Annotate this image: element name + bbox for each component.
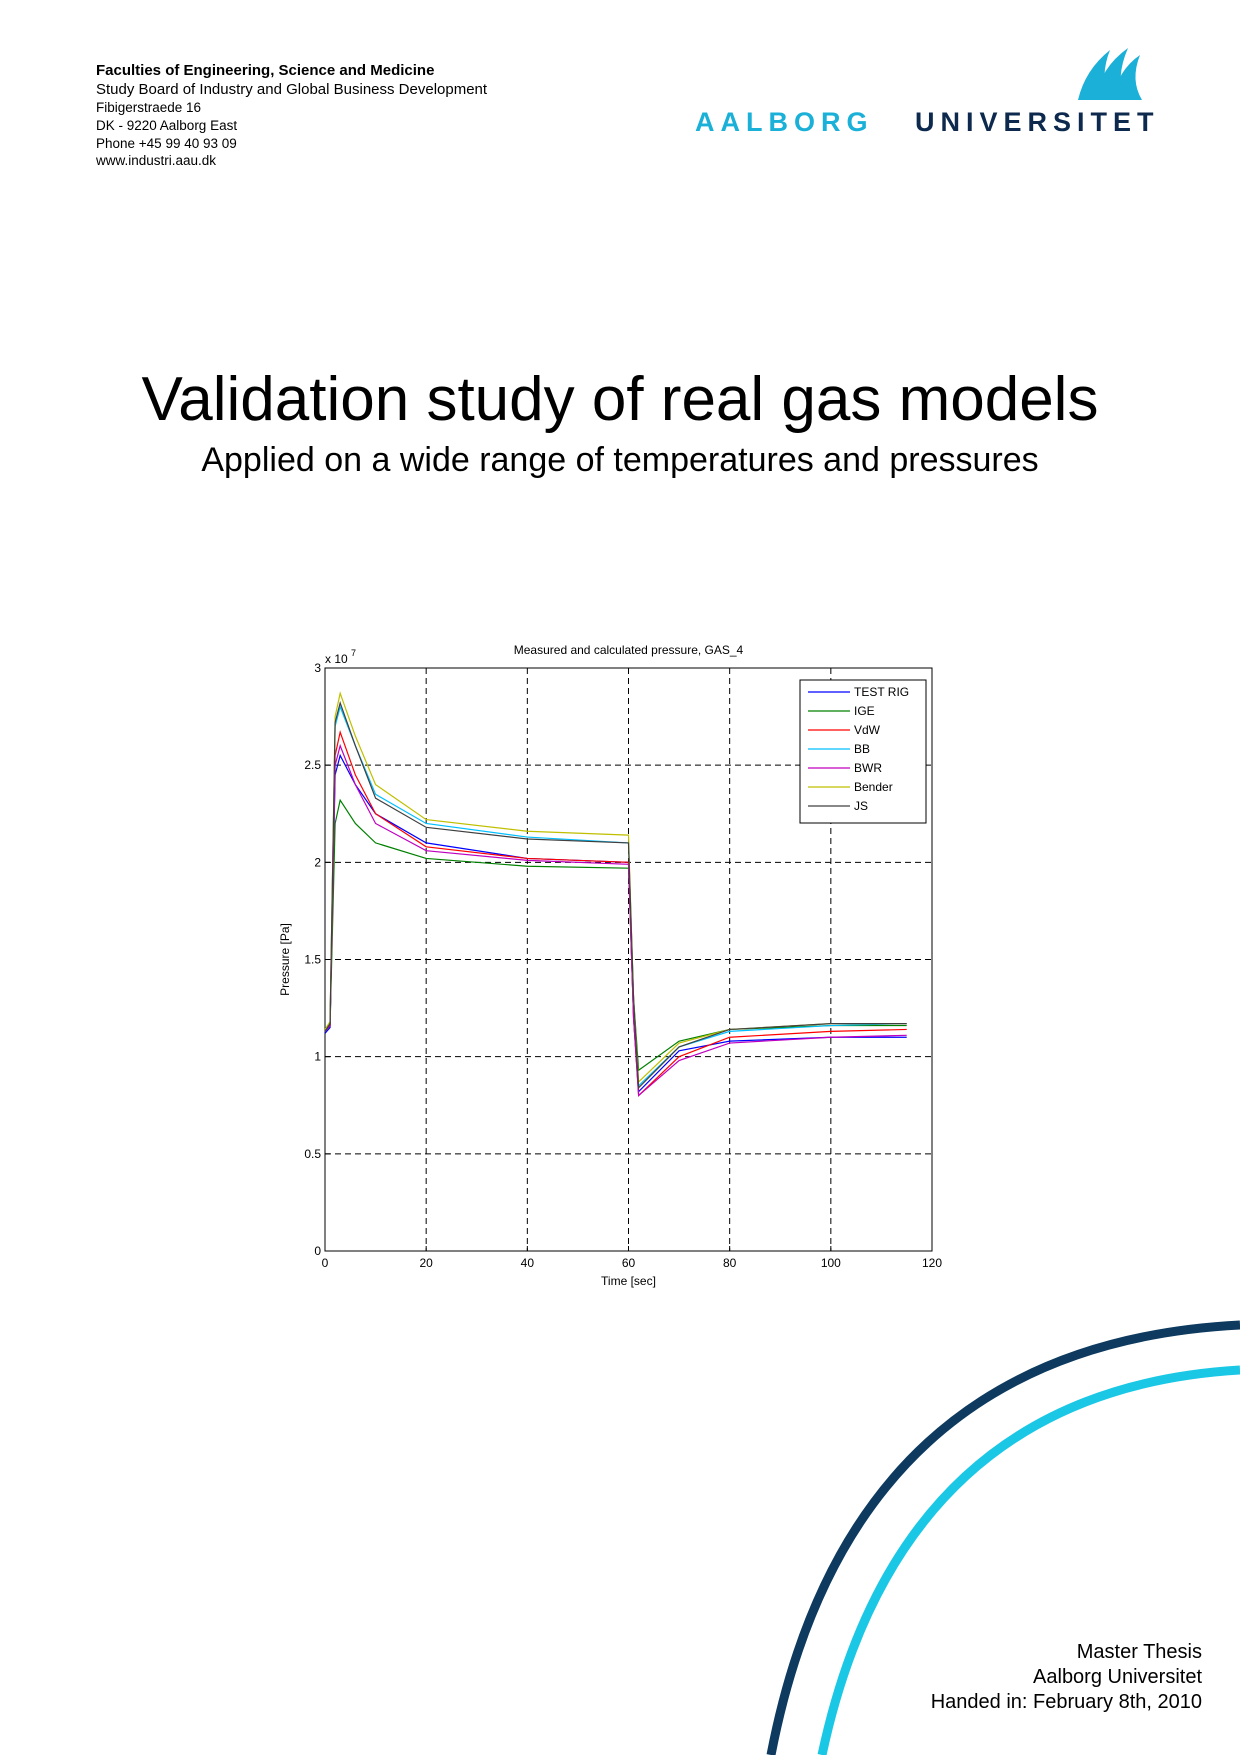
series-line	[324, 691, 907, 1084]
legend-label: VdW	[854, 723, 881, 737]
address: DK - 9220 Aalborg East	[96, 118, 237, 133]
phone: Phone +45 99 40 93 09	[96, 136, 237, 151]
series-line	[324, 729, 907, 1097]
x-tick-label: 0	[322, 1256, 329, 1270]
study-board: Study Board of Industry and Global Busin…	[96, 81, 488, 98]
x-tick-label: 120	[922, 1256, 942, 1270]
x-tick-label: 80	[723, 1256, 737, 1270]
legend-label: IGE	[854, 704, 875, 718]
logo-mark	[1078, 48, 1142, 100]
legend-label: TEST RIG	[854, 685, 909, 699]
footer-line: Master Thesis	[1077, 1641, 1202, 1663]
footer-line: Handed in: February 8th, 2010	[931, 1691, 1202, 1713]
series-line	[324, 743, 907, 1097]
logo-text: AALBORG	[695, 107, 874, 137]
y-tick-label: 2.5	[304, 758, 321, 772]
chart-title: Measured and calculated pressure, GAS_4	[514, 643, 744, 657]
y-axis-label: Pressure [Pa]	[278, 923, 292, 996]
footer-line: Aalborg Universitet	[1033, 1666, 1202, 1688]
logo-text: UNIVERSITET	[915, 107, 1160, 137]
subtitle: Applied on a wide range of temperatures …	[201, 441, 1038, 479]
y-tick-label: 2	[314, 855, 321, 869]
x-tick-label: 60	[622, 1256, 636, 1270]
decor-arc	[766, 1320, 1240, 1755]
y-tick-label: 0.5	[304, 1147, 321, 1161]
y-tick-label: 3	[314, 661, 321, 675]
x-tick-label: 20	[419, 1256, 433, 1270]
legend-box	[799, 679, 927, 824]
x-tick-label: 100	[821, 1256, 841, 1270]
title: Validation study of real gas models	[142, 365, 1099, 434]
website: www.industri.aau.dk	[95, 153, 216, 168]
legend-label: JS	[854, 799, 868, 813]
y-tick-label: 1.5	[304, 953, 321, 967]
series-line	[324, 704, 907, 1088]
series-line	[324, 798, 907, 1072]
y-multiplier-exponent: 7	[351, 648, 356, 658]
legend-label: Bender	[854, 780, 893, 794]
y-multiplier: x 10	[325, 652, 348, 666]
y-tick-label: 1	[314, 1050, 321, 1064]
y-tick-label: 0	[314, 1244, 321, 1258]
x-tick-label: 40	[521, 1256, 535, 1270]
address: Fibigerstraede 16	[96, 100, 201, 115]
plot-frame	[324, 667, 933, 1252]
legend-label: BWR	[854, 761, 882, 775]
legend-label: BB	[854, 742, 870, 756]
series-line	[324, 700, 907, 1090]
decor-arc	[817, 1365, 1240, 1755]
x-axis-label: Time [sec]	[601, 1274, 656, 1288]
faculty: Faculties of Engineering, Science and Me…	[96, 62, 434, 79]
chart: 0 0.5 1 1.5 2 2.5 3 0 20 40 60 80 100 120 Measured and…	[278, 643, 942, 1288]
